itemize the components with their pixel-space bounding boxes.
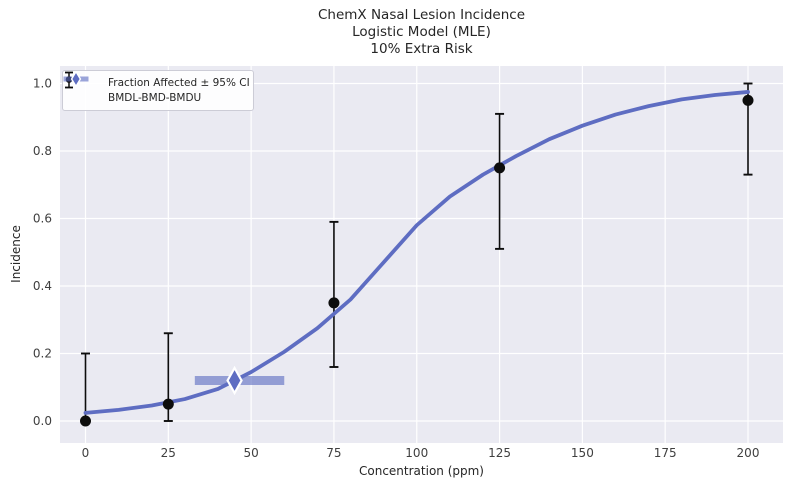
data-point-marker — [328, 297, 340, 309]
x-tick-labels: 0 25 50 75 100 125 150 175 200 — [82, 446, 760, 460]
x-tick-label: 0 — [82, 446, 90, 460]
bmd-diamond — [226, 365, 243, 396]
x-tick-label: 175 — [654, 446, 677, 460]
x-tick-label: 150 — [571, 446, 594, 460]
y-tick-label: 0.6 — [33, 212, 52, 226]
data-point-marker — [494, 162, 506, 174]
legend: Fraction Affected ± 95% CI BMDL-BMD-BMDU — [62, 70, 254, 111]
y-axis-label: Incidence — [9, 225, 23, 283]
x-tick-label: 75 — [326, 446, 341, 460]
x-axis-label: Concentration (ppm) — [359, 464, 484, 478]
model-curve — [83, 90, 750, 415]
y-tick-label: 0.4 — [33, 279, 52, 293]
x-tick-label: 50 — [243, 446, 258, 460]
data-points — [80, 94, 754, 427]
y-tick-label: 0.2 — [33, 347, 52, 361]
chart-title: ChemX Nasal Lesion Incidence Logistic Mo… — [60, 7, 783, 58]
legend-item-fraction-affected: Fraction Affected ± 95% CI — [65, 71, 250, 89]
chart-title-line-1: ChemX Nasal Lesion Incidence — [317, 7, 526, 23]
y-tick-labels: 0.0 0.2 0.4 0.6 0.8 1.0 — [33, 77, 52, 429]
legend-item-bmd-interval: BMDL-BMD-BMDU — [63, 71, 247, 105]
data-point-marker — [80, 415, 91, 427]
chart-title-line-3: 10% Extra Risk — [370, 41, 473, 57]
x-tick-label: 200 — [737, 446, 760, 460]
axes-background — [60, 66, 783, 443]
y-tick-label: 0.0 — [33, 414, 52, 428]
legend-label: BMDL-BMD-BMDU — [108, 92, 202, 105]
data-point-marker — [162, 398, 174, 410]
x-tick-label: 100 — [405, 446, 428, 460]
data-point-marker — [742, 94, 754, 106]
chart-title-line-2: Logistic Model (MLE) — [352, 24, 491, 40]
legend-label: Fraction Affected ± 95% CI — [108, 76, 250, 89]
y-tick-label: 1.0 — [33, 77, 52, 91]
x-tick-label: 125 — [488, 446, 511, 460]
x-tick-label: 25 — [161, 446, 176, 460]
y-tick-label: 0.8 — [33, 144, 52, 158]
